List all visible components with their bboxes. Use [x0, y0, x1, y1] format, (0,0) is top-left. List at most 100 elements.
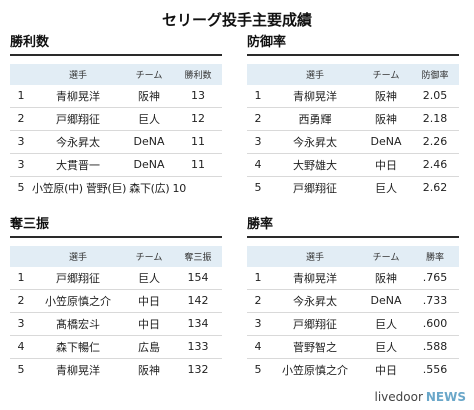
player-name: 小笠原慎之介	[282, 363, 348, 377]
strikeouts-body: 1 戸郷翔征 巨人 154 2 小笠原慎之介 中日 142 3 髙橋宏斗 中日 …	[10, 267, 222, 381]
era-header-player: 選手	[305, 70, 324, 81]
rank: 4	[17, 340, 25, 353]
wins-header-row: 選手 チーム 勝利数	[10, 63, 222, 85]
winpct-section: 勝率 選手 チーム 勝率 1 青柳晃洋 阪神 .765 2 今永昇太 DeNA …	[247, 216, 459, 381]
team-name: 巨人	[375, 181, 397, 195]
stat-value: 2.26	[422, 135, 448, 148]
team-name: 阪神	[138, 363, 160, 377]
strikeouts-title: 奪三振	[10, 217, 50, 232]
winpct-title: 勝率	[247, 217, 274, 232]
rank: 5	[17, 363, 25, 376]
page-title: セリーグ投手主要成績	[161, 11, 312, 29]
table-row: 3 今永昇太 DeNA 2.26	[247, 131, 459, 154]
table-row: 1 青柳晃洋 阪神 2.05	[247, 85, 459, 108]
table-row: 5 戸郷翔征 巨人 2.62	[247, 177, 459, 199]
table-row: 1 青柳晃洋 阪神 13	[10, 85, 222, 108]
stat-value: 2.46	[422, 158, 448, 171]
winpct-header-team: チーム	[372, 252, 400, 263]
table-row: 1 戸郷翔征 巨人 154	[10, 267, 222, 290]
player-name: 戸郷翔征	[56, 112, 100, 126]
team-name: 中日	[375, 363, 397, 377]
rank: 1	[17, 271, 25, 284]
player-name: 西勇輝	[298, 112, 332, 126]
winpct-body: 1 青柳晃洋 阪神 .765 2 今永昇太 DeNA .733 3 戸郷翔征 巨…	[247, 267, 459, 381]
strikeouts-header-player: 選手	[68, 252, 87, 263]
team-name: 巨人	[375, 340, 397, 354]
player-name: 髙橋宏斗	[56, 317, 100, 331]
player-name: 大野雄大	[293, 158, 337, 172]
stat-value: 133	[187, 340, 209, 353]
stat-value: .600	[422, 317, 448, 330]
team-name: DeNA	[133, 158, 165, 171]
wins-header-team: チーム	[135, 70, 163, 81]
team-name: 巨人	[138, 112, 160, 126]
stat-value: 2.18	[422, 112, 448, 125]
team-name: 中日	[375, 158, 397, 172]
stat-value: .765	[422, 271, 448, 284]
logo-brand: livedoor	[374, 390, 423, 404]
player-name: 戸郷翔征	[56, 271, 100, 285]
rank: 1	[17, 89, 25, 102]
era-header-row: 選手 チーム 防御率	[247, 63, 459, 85]
era-section: 防御率 選手 チーム 防御率 1 青柳晃洋 阪神 2.05 2 西勇輝 阪神 2…	[247, 34, 459, 199]
player-name: 青柳晃洋	[293, 271, 337, 285]
era-divider	[247, 54, 459, 56]
era-title: 防御率	[247, 35, 287, 50]
player-name: 菅野智之	[293, 340, 337, 354]
table-row: 5 青柳晃洋 阪神 132	[10, 359, 222, 381]
table-row: 3 戸郷翔征 巨人 .600	[247, 313, 459, 336]
table-row: 5 小笠原(中) 菅野(巨) 森下(広) 10	[10, 177, 222, 199]
player-name: 今永昇太	[293, 135, 337, 149]
era-header-team: チーム	[372, 70, 400, 81]
team-name: 阪神	[138, 89, 160, 103]
rank: 3	[254, 317, 262, 330]
rank: 2	[254, 112, 262, 125]
rank: 4	[254, 158, 262, 171]
rank: 1	[254, 271, 262, 284]
table-row: 1 青柳晃洋 阪神 .765	[247, 267, 459, 290]
table-row: 2 戸郷翔征 巨人 12	[10, 108, 222, 131]
team-name: 広島	[138, 340, 160, 354]
team-name: 中日	[138, 294, 160, 308]
wins-header-value: 勝利数	[184, 70, 212, 81]
rank: 3	[254, 135, 262, 148]
rank: 1	[254, 89, 262, 102]
livedoor-news-logo: livedoor NEWS	[374, 390, 466, 404]
player-name: 今永昇太	[56, 135, 100, 149]
player-name: 今永昇太	[293, 294, 337, 308]
rank: 2	[17, 294, 25, 307]
player-name: 青柳晃洋	[56, 363, 100, 377]
player-name: 大貫晋一	[56, 158, 100, 172]
stat-value: .733	[422, 294, 448, 307]
rank: 2	[254, 294, 262, 307]
stat-value: 13	[191, 89, 205, 102]
stat-value: .556	[422, 363, 448, 376]
winpct-header-player: 選手	[305, 252, 324, 263]
team-name: DeNA	[133, 135, 165, 148]
rank: 3	[17, 158, 25, 171]
stat-value: .588	[422, 340, 448, 353]
team-name: 巨人	[375, 317, 397, 331]
winpct-divider	[247, 236, 459, 238]
table-row: 3 大貫晋一 DeNA 11	[10, 154, 222, 177]
team-name: 中日	[138, 317, 160, 331]
stat-value: 132	[187, 363, 209, 376]
strikeouts-section: 奪三振 選手 チーム 奪三振 1 戸郷翔征 巨人 154 2 小笠原慎之介 中日…	[10, 216, 222, 381]
team-name: DeNA	[370, 135, 402, 148]
stat-value: 2.62	[422, 181, 448, 194]
strikeouts-divider	[10, 236, 222, 238]
player-name: 森下暢仁	[56, 340, 100, 354]
rank: 5	[254, 363, 262, 376]
team-name: 阪神	[375, 271, 397, 285]
table-row: 2 西勇輝 阪神 2.18	[247, 108, 459, 131]
rank: 4	[254, 340, 262, 353]
rank: 5	[254, 181, 262, 194]
strikeouts-header-row: 選手 チーム 奪三振	[10, 245, 222, 267]
rank: 3	[17, 135, 25, 148]
wins-body: 1 青柳晃洋 阪神 13 2 戸郷翔征 巨人 12 3 今永昇太 DeNA 1 1…	[10, 85, 222, 199]
table-row: 4 大野雄大 中日 2.46	[247, 154, 459, 177]
stat-value: 12	[191, 112, 205, 125]
team-name: 阪神	[375, 89, 397, 103]
wins-title: 勝利数	[10, 35, 50, 50]
stat-value: 154	[187, 271, 209, 284]
